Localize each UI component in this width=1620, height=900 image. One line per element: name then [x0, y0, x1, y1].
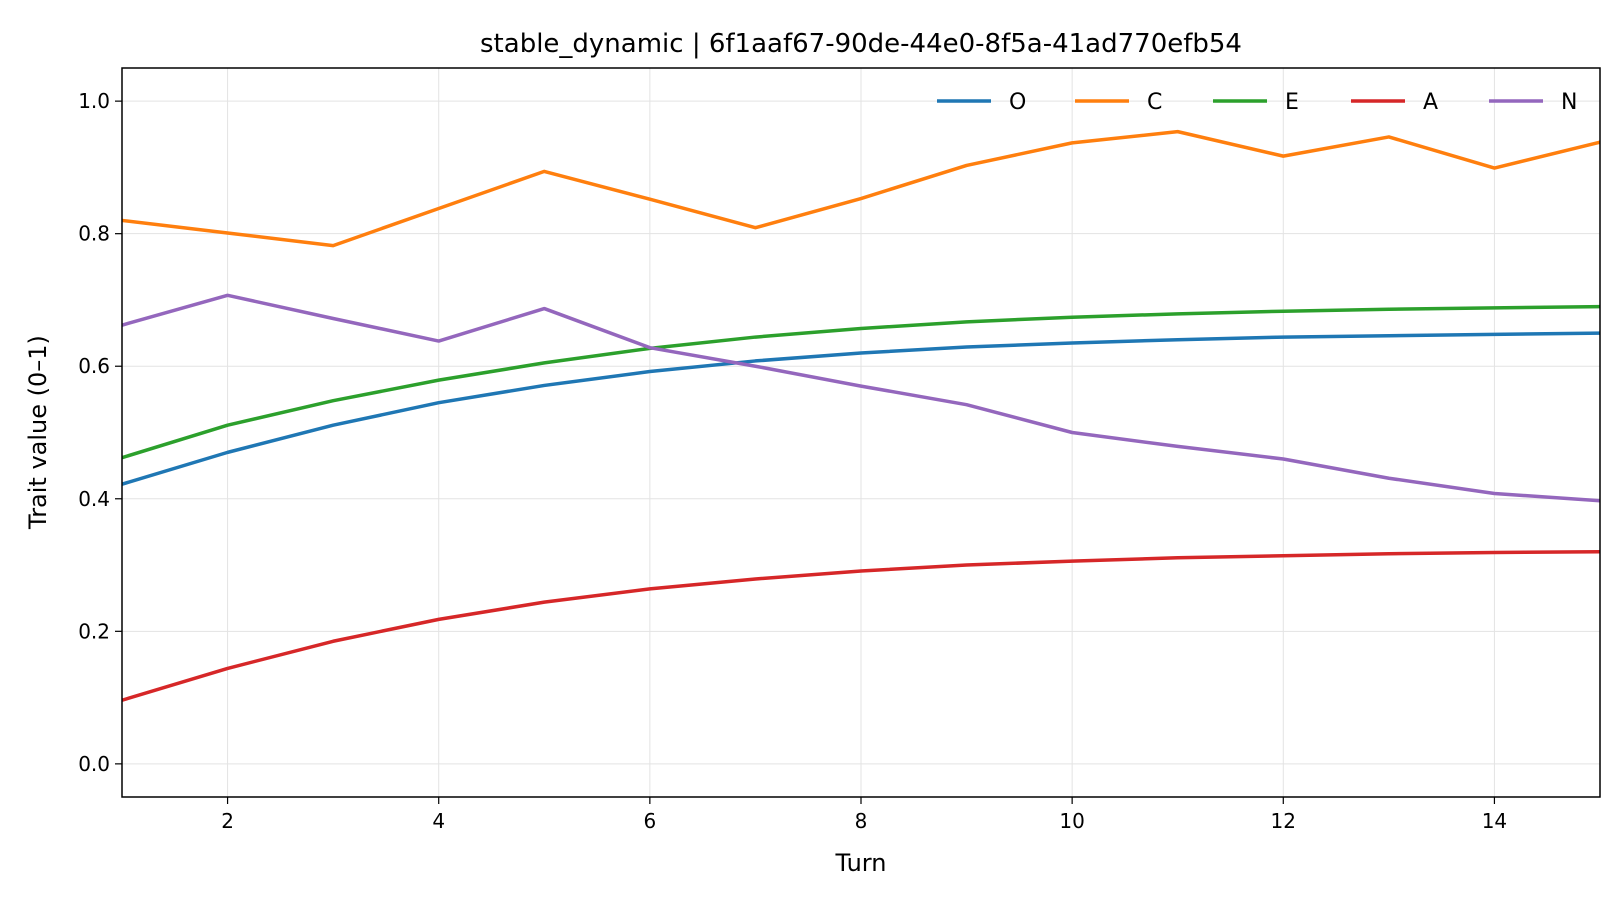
y-tick-label: 1.0 [78, 89, 110, 113]
legend-item-o: O [937, 90, 1026, 115]
x-tick-label: 14 [1482, 809, 1507, 833]
x-tick-label: 6 [643, 809, 656, 833]
y-tick-label: 0.6 [78, 354, 110, 378]
legend-item-e: E [1213, 90, 1299, 115]
x-tick-label: 4 [432, 809, 445, 833]
series-line-o [121, 331, 1601, 486]
legend-label-c: C [1147, 90, 1162, 115]
legend-item-a: A [1351, 90, 1438, 115]
tick-layer: 2 4 6 8 10 12 14 0.0 0.2 0.4 0.6 0.8 1.0 [78, 89, 1507, 833]
y-tick-label: 0.2 [78, 619, 110, 643]
legend-label-o: O [1009, 90, 1026, 115]
x-tick-label: 12 [1271, 809, 1296, 833]
series-layer [121, 129, 1601, 702]
x-tick-label: 2 [221, 809, 234, 833]
x-tick-label: 8 [855, 809, 868, 833]
series-line-c [121, 129, 1601, 248]
x-axis-title: Turn [835, 849, 887, 877]
y-tick-label: 0.0 [78, 752, 110, 776]
legend-item-c: C [1075, 90, 1162, 115]
legend-label-n: N [1561, 90, 1577, 115]
legend-item-n: N [1489, 90, 1577, 115]
chart-title: stable_dynamic | 6f1aaf67-90de-44e0-8f5a… [480, 29, 1242, 59]
x-tick-label: 10 [1059, 809, 1084, 833]
series-line-e [121, 304, 1601, 460]
legend-label-a: A [1423, 90, 1438, 115]
series-line-a [121, 550, 1601, 702]
legend-label-e: E [1285, 90, 1299, 115]
y-axis-title: Trait value (0–1) [24, 335, 52, 530]
y-tick-label: 0.4 [78, 487, 110, 511]
grid-layer [122, 68, 1600, 797]
series-line-n [121, 293, 1601, 503]
y-tick-label: 0.8 [78, 222, 110, 246]
